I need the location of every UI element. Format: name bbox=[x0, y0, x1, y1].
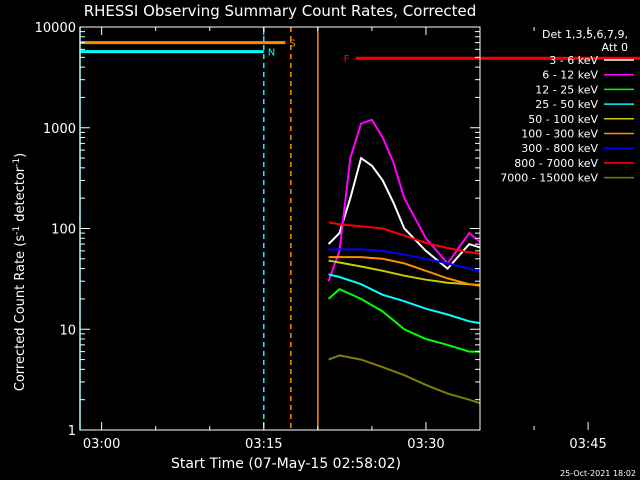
legend-entry-label: 300 - 800 keV bbox=[521, 142, 598, 155]
series-line bbox=[327, 156, 480, 270]
series-line bbox=[328, 256, 480, 287]
legend: Det 1,3,5,6,7,9,Att 0 3 - 6 keV 6 - 12 keV… bbox=[500, 28, 634, 185]
legend-entry-label: 100 - 300 keV bbox=[521, 128, 598, 141]
series-line bbox=[327, 118, 480, 282]
x-tick-label: 03:45 bbox=[569, 437, 606, 452]
series-line bbox=[328, 354, 480, 405]
legend-header: Det 1,3,5,6,7,9, bbox=[542, 28, 628, 41]
series-line bbox=[327, 288, 480, 353]
legend-header: Att 0 bbox=[602, 41, 628, 54]
y-axis-label-end: ) bbox=[13, 153, 28, 158]
series-line bbox=[328, 248, 480, 272]
series-group bbox=[327, 118, 480, 405]
footer-timestamp: 25-Oct-2021 18:02 bbox=[560, 469, 636, 478]
series-line bbox=[328, 221, 480, 255]
y-axis-label-mid: detector bbox=[13, 166, 28, 226]
legend-entry-label: 12 - 25 keV bbox=[535, 83, 598, 96]
plot-area: S N F bbox=[79, 27, 640, 430]
y-tick-label: 100 bbox=[51, 223, 76, 238]
x-tick-label: 03:30 bbox=[407, 437, 444, 452]
y-axis-label-sup1: -1 bbox=[12, 226, 22, 235]
x-tick-label: 03:00 bbox=[83, 437, 120, 452]
flag-label: N bbox=[268, 48, 275, 59]
series-line bbox=[328, 259, 480, 287]
axes: 03:0003:1503:3003:4504:0004:1504:3011010… bbox=[35, 21, 607, 452]
legend-entry-label: 25 - 50 keV bbox=[535, 98, 598, 111]
chart-title: RHESSI Observing Summary Count Rates, Co… bbox=[84, 2, 477, 20]
flag-label: F bbox=[344, 54, 350, 65]
legend-entry-label: 6 - 12 keV bbox=[542, 69, 598, 82]
x-axis-label: Start Time (07-May-15 02:58:02) bbox=[171, 456, 401, 472]
y-tick-label: 1000 bbox=[43, 122, 76, 137]
y-axis-label-sup2: -1 bbox=[12, 158, 22, 167]
series-line bbox=[328, 273, 480, 325]
flag-label: S bbox=[289, 39, 295, 50]
y-axis-label-main: Corrected Count Rate (s bbox=[13, 235, 28, 392]
x-tick-label: 03:15 bbox=[245, 437, 282, 452]
y-tick-label: 1 bbox=[68, 424, 76, 439]
legend-entry-label: 7000 - 15000 keV bbox=[500, 172, 598, 185]
y-tick-label: 10000 bbox=[35, 21, 76, 36]
legend-entry-label: 3 - 6 keV bbox=[549, 54, 598, 67]
y-axis-label: Corrected Count Rate (s-1 detector-1) bbox=[12, 153, 28, 391]
y-tick-label: 10 bbox=[59, 323, 76, 338]
legend-entry-label: 50 - 100 keV bbox=[528, 113, 598, 126]
legend-entry-label: 800 - 7000 keV bbox=[514, 157, 598, 170]
